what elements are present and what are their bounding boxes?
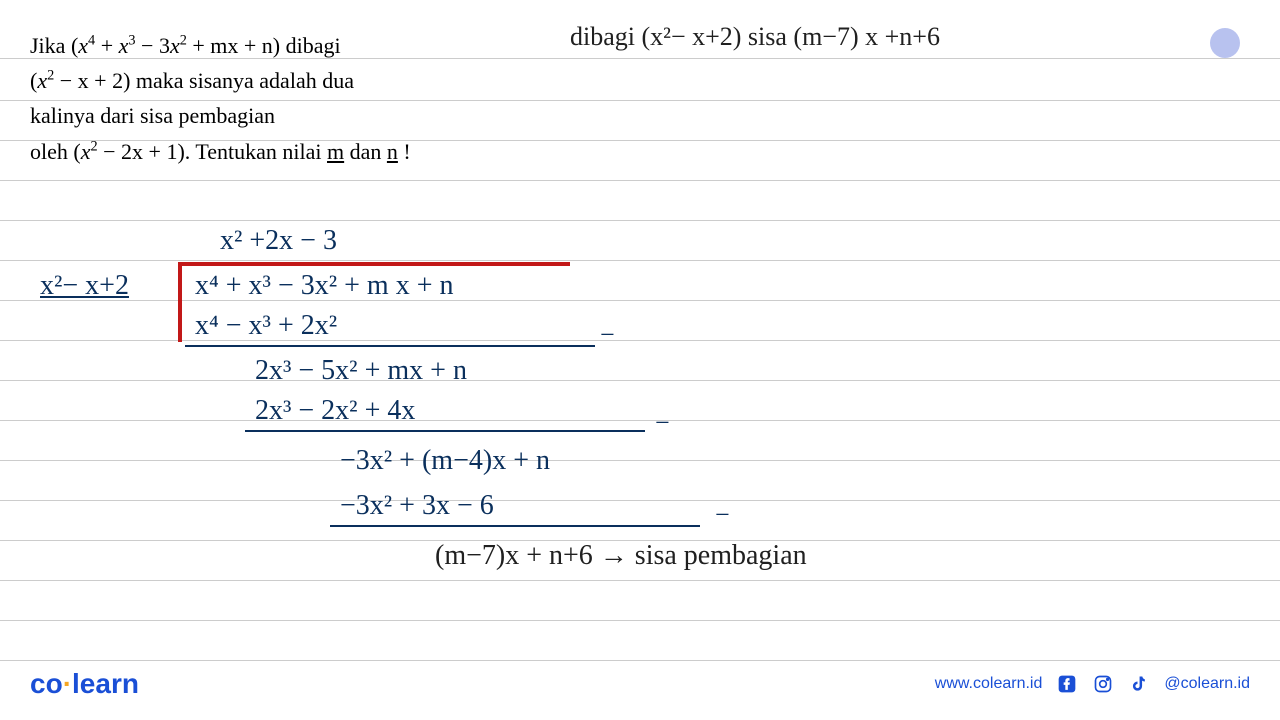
minus3: −: [715, 500, 730, 530]
problem-l1d: + mx + n) dibagi: [192, 33, 340, 58]
divisor: x²− x+2: [40, 270, 129, 302]
step4: −3x² + (m−4)x + n: [340, 445, 550, 477]
tiktok-icon: [1128, 673, 1150, 695]
footer-handle: @colearn.id: [1164, 675, 1250, 693]
problem-l4c: dan: [350, 139, 387, 164]
footer-url: www.colearn.id: [935, 675, 1043, 693]
remainder: (m−7)x + n+6 → sisa pembagian: [435, 540, 807, 572]
problem-statement: Jika (x4 + x3 − 3x2 + mx + n) dibagi (x2…: [30, 28, 500, 169]
problem-l3: kalinya dari sisa pembagian: [30, 98, 500, 133]
problem-l4a: oleh (: [30, 139, 81, 164]
division-bar-top: [180, 262, 570, 266]
problem-l4b: − 2x + 1). Tentukan nilai: [103, 139, 327, 164]
top-note: dibagi (x²− x+2) sisa (m−7) x +n+6: [570, 22, 940, 52]
brand-co: co: [30, 668, 63, 699]
step5: −3x² + 3x − 6: [340, 490, 494, 522]
division-bar-side: [178, 262, 182, 342]
facebook-icon: [1056, 673, 1078, 695]
minus2: −: [655, 408, 670, 438]
problem-l2b: − x + 2) maka sisanya adalah dua: [60, 68, 354, 93]
problem-l1c: − 3: [141, 33, 170, 58]
line2: [245, 430, 645, 432]
brand-logo: co·learn: [30, 668, 139, 700]
line1: [185, 345, 595, 347]
dividend: x⁴ + x³ − 3x² + m x + n: [195, 270, 454, 302]
step2: 2x³ − 5x² + mx + n: [255, 355, 467, 387]
step1: x⁴ − x³ + 2x²: [195, 310, 337, 342]
minus1: −: [600, 320, 615, 350]
footer: co·learn www.colearn.id @colearn.id: [30, 668, 1250, 700]
quotient: x² +2x − 3: [220, 225, 337, 257]
brand-learn: learn: [72, 668, 139, 699]
pointer-icon: [1210, 28, 1240, 58]
line3: [330, 525, 700, 527]
footer-right: www.colearn.id @colearn.id: [935, 673, 1250, 695]
step3: 2x³ − 2x² + 4x: [255, 395, 415, 427]
instagram-icon: [1092, 673, 1114, 695]
problem-l4d: !: [403, 139, 410, 164]
problem-l1b: +: [101, 33, 119, 58]
problem-l1a: Jika (: [30, 33, 78, 58]
